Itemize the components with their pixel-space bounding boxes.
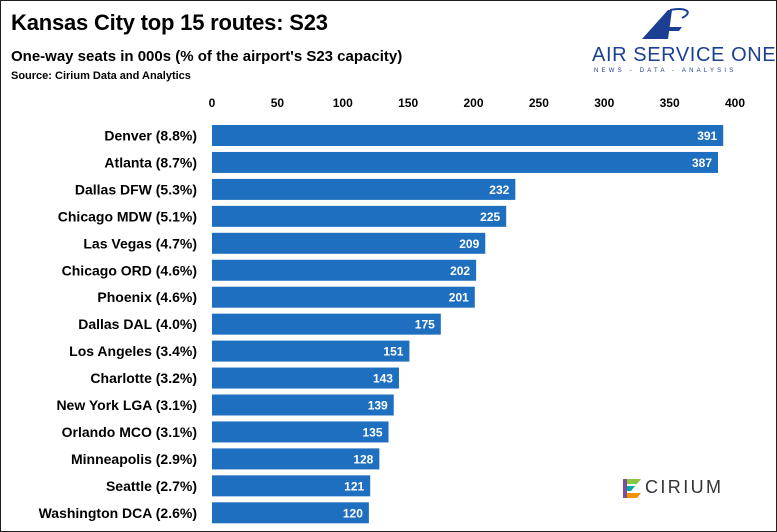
category-label: Chicago MDW (5.1%) [58,208,197,224]
category-label: New York LGA (3.1%) [56,397,197,413]
category-label: Dallas DFW (5.3%) [75,181,197,197]
category-label: Denver (8.8%) [104,128,197,144]
bar [212,205,507,227]
bar [212,448,380,470]
chart-subtitle: One-way seats in 000s (% of the airport'… [11,48,403,65]
data-label: 387 [692,156,712,170]
x-tick-label: 400 [725,96,745,110]
bar [212,502,369,524]
data-label: 391 [697,129,717,143]
cirium-logo: CIRIUM [621,473,741,503]
bar [212,421,389,443]
x-tick-label: 250 [529,96,549,110]
category-label: Charlotte (3.2%) [90,370,197,386]
x-tick-label: 50 [271,96,285,110]
cirium-wordmark: CIRIUM [645,477,724,497]
x-tick-label: 150 [398,96,418,110]
cirium-emblem-icon [623,479,641,498]
bar [212,125,724,146]
data-label: 232 [489,183,509,197]
bar [212,259,477,281]
bar [212,286,475,308]
data-label: 151 [383,345,403,359]
data-label: 121 [344,479,364,493]
category-label: Phoenix (4.6%) [97,289,197,305]
category-label: Chicago ORD (4.6%) [62,262,197,278]
source-note: Source: Cirium Data and Analytics [11,70,191,82]
bar [212,394,394,416]
data-label: 202 [450,264,470,278]
category-label: Orlando MCO (3.1%) [62,424,197,440]
category-label: Los Angeles (3.4%) [69,343,197,359]
category-label: Minneapolis (2.9%) [71,451,197,467]
chart-title: Kansas City top 15 routes: S23 [11,10,328,35]
air-service-one-tagline: NEWS - DATA - ANALYSIS [594,68,737,74]
category-label: Atlanta (8.7%) [104,154,197,170]
air-service-one-logo: AIR SERVICE ONE NEWS - DATA - ANALYSIS [590,6,776,78]
air-service-one-emblem-icon [642,8,689,39]
data-label: 225 [480,210,500,224]
bar [212,367,399,389]
data-label: 128 [353,452,373,466]
x-tick-label: 100 [333,96,353,110]
x-tick-label: 200 [463,96,483,110]
data-label: 139 [368,399,388,413]
data-label: 201 [449,291,469,305]
data-label: 175 [415,318,435,332]
x-tick-label: 350 [660,96,680,110]
x-tick-label: 300 [594,96,614,110]
category-label: Washington DCA (2.6%) [39,505,197,521]
bar [212,340,410,362]
bar [212,178,516,200]
category-label: Las Vegas (4.7%) [83,235,197,251]
data-label: 120 [343,506,363,520]
x-tick-label: 0 [209,96,216,110]
bar [212,313,441,335]
bar [212,151,719,173]
data-label: 209 [459,237,479,251]
bar [212,232,486,254]
data-label: 135 [362,425,382,439]
category-label: Dallas DAL (4.0%) [78,316,197,332]
bar [212,475,371,497]
air-service-one-wordmark: AIR SERVICE ONE [592,44,777,66]
data-label: 143 [373,372,393,386]
category-label: Seattle (2.7%) [106,478,197,494]
